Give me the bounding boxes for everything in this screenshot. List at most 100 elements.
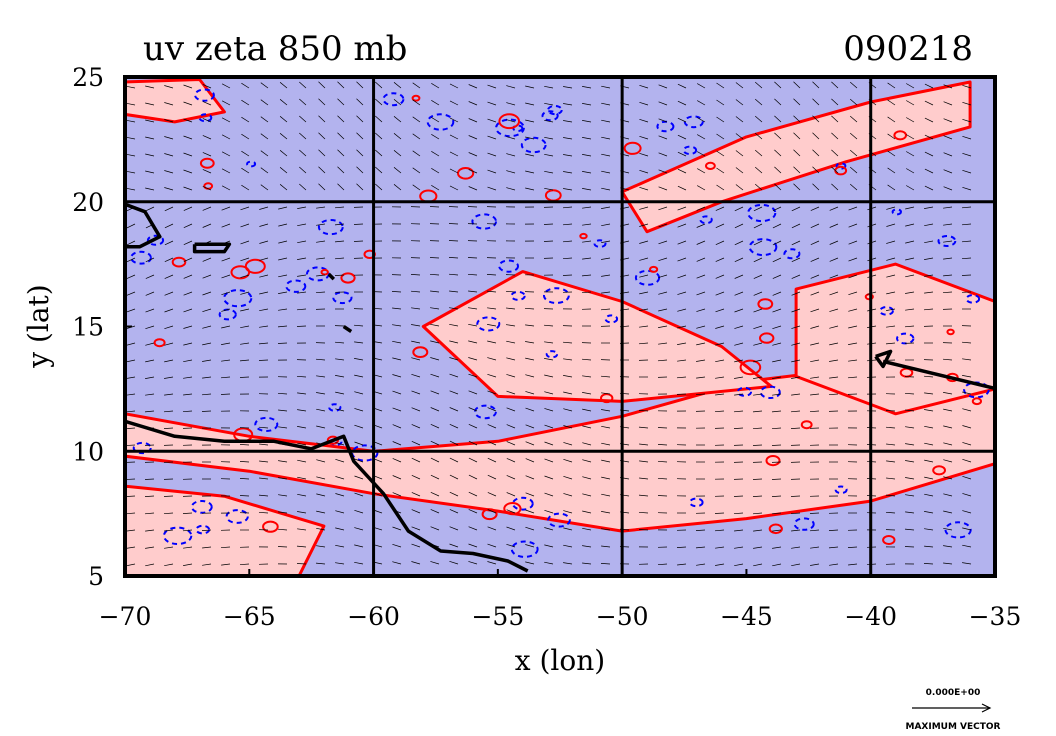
- wind-vector: [831, 149, 839, 157]
- positive-contour: [971, 397, 983, 406]
- wind-vector: [411, 307, 421, 310]
- wind-vector: [221, 563, 231, 566]
- wind-vector: [353, 223, 364, 225]
- wind-vector: [525, 374, 535, 378]
- wind-vector: [299, 132, 307, 140]
- negative-contours: [130, 88, 990, 558]
- wind-vector: [259, 240, 269, 244]
- wind-vector: [221, 117, 231, 123]
- wind-vector: [125, 495, 136, 497]
- wind-vector: [393, 184, 402, 191]
- wind-vector: [260, 99, 269, 106]
- negative-contour: [195, 524, 211, 535]
- wind-vector: [145, 170, 155, 174]
- wind-vector: [316, 240, 326, 243]
- wind-vector: [202, 152, 212, 157]
- wind-vector: [259, 291, 269, 295]
- wind-vector: [201, 410, 212, 412]
- wind-vector: [335, 527, 345, 531]
- wind-vector: [657, 495, 668, 497]
- wind-vector: [412, 99, 421, 106]
- wind-vector: [353, 240, 364, 242]
- wind-vector: [790, 495, 801, 497]
- wind-vector: [316, 527, 326, 531]
- wind-vector: [943, 527, 953, 531]
- wind-vector: [923, 563, 934, 565]
- wind-vector: [239, 563, 250, 566]
- wind-vector: [961, 341, 972, 344]
- wind-vector: [318, 132, 326, 140]
- wind-vector: [582, 425, 592, 429]
- positive-contour: [946, 328, 955, 336]
- wind-vector: [145, 206, 155, 212]
- wind-vector: [715, 257, 725, 262]
- wind-vector: [601, 187, 611, 191]
- wind-vector: [735, 184, 744, 191]
- chart-date: 090218: [843, 29, 973, 69]
- wind-vector: [163, 512, 174, 515]
- wind-vector: [582, 86, 592, 89]
- wind-vector: [943, 408, 953, 412]
- wind-vector: [962, 510, 972, 514]
- wind-vector: [334, 341, 345, 344]
- wind-vector: [411, 492, 421, 497]
- wind-vector: [183, 291, 193, 296]
- wind-vector: [316, 206, 326, 209]
- wind-vector: [297, 240, 307, 244]
- wind-vector: [278, 206, 288, 210]
- wind-vector: [943, 442, 953, 446]
- wind-vector: [183, 393, 193, 396]
- wind-vector: [449, 526, 459, 531]
- wind-vector: [790, 512, 801, 515]
- wind-vector: [279, 133, 288, 140]
- wind-vector: [809, 529, 820, 532]
- wind-vector: [715, 308, 725, 313]
- wind-vector: [906, 185, 915, 191]
- wind-vector: [962, 408, 972, 412]
- wind-vector: [145, 342, 155, 346]
- wind-vector: [793, 81, 801, 89]
- wind-vector: [221, 223, 231, 228]
- wind-vector: [412, 150, 421, 157]
- wind-vector: [354, 441, 364, 446]
- wind-vector: [544, 102, 554, 106]
- wind-vector: [810, 325, 820, 329]
- wind-vector: [886, 291, 896, 295]
- wind-vector: [525, 153, 535, 157]
- wind-vector: [601, 493, 611, 497]
- wind-vector: [658, 118, 668, 123]
- wind-vector: [657, 359, 668, 362]
- wind-vector: [393, 133, 402, 140]
- wind-vector: [716, 167, 725, 174]
- wind-vector: [848, 274, 858, 279]
- wind-vector: [905, 443, 915, 446]
- wind-vector: [354, 492, 364, 497]
- wind-vector: [544, 85, 554, 89]
- wind-vector: [810, 376, 820, 379]
- wind-vector: [221, 83, 231, 89]
- wind-vector: [677, 291, 687, 295]
- wind-vector: [525, 324, 535, 327]
- wind-vector: [487, 509, 497, 514]
- wind-vector: [849, 166, 858, 174]
- wind-vector: [791, 240, 801, 246]
- wind-vector: [962, 544, 972, 548]
- wind-vector: [259, 274, 269, 278]
- wind-vector: [639, 308, 649, 311]
- wind-vector: [525, 357, 535, 361]
- wind-vector: [774, 115, 782, 123]
- wind-vector: [221, 359, 231, 362]
- wind-vector: [562, 274, 573, 276]
- wind-vector: [734, 342, 744, 346]
- wind-vector: [886, 257, 896, 261]
- wind-vector: [754, 115, 763, 123]
- negative-contour: [285, 279, 307, 293]
- negative-contour: [604, 314, 619, 324]
- wind-vector: [677, 274, 687, 279]
- wind-vector: [905, 240, 915, 244]
- wind-vector: [296, 308, 307, 311]
- wind-vector: [639, 223, 649, 227]
- wind-vector: [126, 102, 136, 106]
- wind-vector: [278, 460, 288, 463]
- wind-vector: [297, 511, 307, 514]
